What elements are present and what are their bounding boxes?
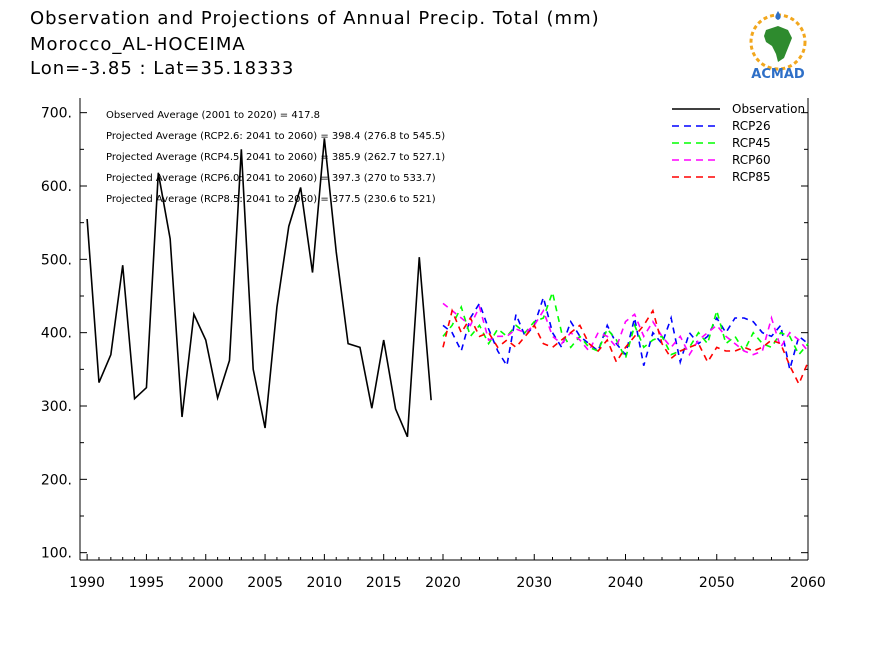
chart-title: Observation and Projections of Annual Pr… bbox=[30, 8, 600, 29]
x-tick-label: 2015 bbox=[366, 575, 402, 591]
x-tick-label: 2000 bbox=[188, 575, 224, 591]
stat-line-2: Projected Average (RCP4.5: 2041 to 2060)… bbox=[106, 152, 445, 163]
legend-label-rcp85: RCP85 bbox=[732, 170, 771, 184]
x-tick-label: 2040 bbox=[608, 575, 644, 591]
legend: Observation RCP26 RCP45 RCP60 RCP85 bbox=[672, 102, 805, 184]
legend-label-rcp60: RCP60 bbox=[732, 153, 771, 167]
station-coordinates: Lon=-3.85 : Lat=35.18333 bbox=[30, 58, 295, 79]
x-axis-ticks: 1990 1995 2000 2005 2010 2015 2020 2030 2040 2050… bbox=[69, 554, 826, 591]
acmad-africa-logo: ACMAD bbox=[749, 11, 807, 82]
legend-label-rcp26: RCP26 bbox=[732, 119, 771, 133]
series-rcp45-line bbox=[442, 289, 809, 361]
x-tick-label: 2030 bbox=[516, 575, 552, 591]
series-rcp60-line bbox=[442, 302, 809, 357]
stat-line-3: Projected Average (RCP6.0: 2041 to 2060)… bbox=[106, 173, 436, 184]
legend-label-rcp45: RCP45 bbox=[732, 136, 771, 150]
x-tick-label: 2060 bbox=[790, 575, 826, 591]
x-tick-label: 2005 bbox=[247, 575, 283, 591]
plot-frame bbox=[79, 98, 809, 561]
series-rcp85-line bbox=[442, 308, 809, 386]
y-tick-label: 400. bbox=[41, 326, 72, 342]
x-tick-label: 2020 bbox=[425, 575, 461, 591]
acmad-logo: ACMAD bbox=[738, 8, 818, 82]
stat-line-4: Projected Average (RCP8.5: 2041 to 2060)… bbox=[106, 194, 436, 205]
y-tick-label: 600. bbox=[41, 179, 72, 195]
y-axis-ticks: 100. 200. 300. 400. 500. 600. 700. bbox=[41, 106, 808, 562]
series-observation-line bbox=[86, 138, 432, 438]
y-tick-label: 300. bbox=[41, 399, 72, 415]
y-tick-label: 700. bbox=[41, 106, 72, 122]
y-tick-label: 100. bbox=[41, 546, 72, 562]
legend-label-observation: Observation bbox=[732, 102, 805, 116]
y-tick-label: 500. bbox=[41, 252, 72, 268]
series-layer bbox=[86, 138, 809, 438]
station-name: Morocco_AL-HOCEIMA bbox=[30, 34, 246, 55]
stat-line-0: Observed Average (2001 to 2020) = 417.8 bbox=[106, 110, 320, 121]
x-tick-label: 1990 bbox=[69, 575, 105, 591]
x-tick-label: 1995 bbox=[129, 575, 165, 591]
x-tick-label: 2010 bbox=[307, 575, 343, 591]
acmad-logo-text: ACMAD bbox=[751, 67, 805, 82]
x-tick-label: 2050 bbox=[699, 575, 735, 591]
y-tick-label: 200. bbox=[41, 472, 72, 488]
stats-annotations: Observed Average (2001 to 2020) = 417.8 P… bbox=[106, 110, 445, 205]
stat-line-1: Projected Average (RCP2.6: 2041 to 2060)… bbox=[106, 131, 445, 142]
series-rcp26-line bbox=[442, 294, 809, 370]
